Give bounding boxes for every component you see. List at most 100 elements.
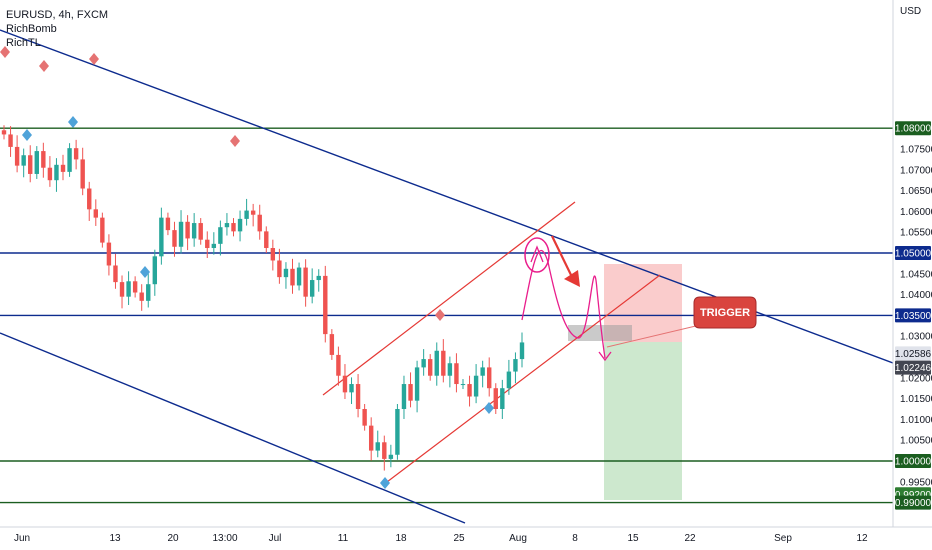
trigger-label: TRIGGER [700,307,750,319]
candle-body-20 [132,281,138,293]
candle-body-61 [401,384,407,409]
x-tick-label-6: 18 [395,533,407,544]
reversal-arrow-up [530,245,544,263]
candle-body-48 [316,275,321,281]
candle-body-71 [467,384,472,397]
x-tick-label-11: 22 [684,533,696,544]
y-tick-label-1: 1.07500 [900,145,932,156]
fractal-diamond-2 [89,53,99,65]
candle-body-21 [139,292,144,301]
candle-body-11 [73,148,79,160]
x-tick-label-12: Sep [774,533,792,544]
price-tag-12 [895,360,931,375]
channel-upper-line [322,201,576,396]
fractal-diamond-5 [22,129,32,141]
candle-body-8 [54,164,59,181]
candle-body-7 [47,167,53,181]
projected-path [521,249,606,359]
candle-body-18 [119,282,125,297]
y-tick-label-7: 1.04500 [900,269,932,280]
candle-body-53 [349,384,354,393]
candle-body-4 [28,155,33,174]
y-tick-label-15: 1.01000 [900,415,932,426]
y-tick-label-8: 1.04000 [900,290,932,301]
drop-arrow-shaft [551,235,573,278]
x-tick-label-0: Jun [14,533,30,544]
candle-body-64 [421,359,426,368]
candle-body-17 [113,265,118,283]
price-tag-9 [895,308,931,323]
price-tag-label-0: 1.08000 [895,124,932,135]
x-tick-label-13: 12 [856,533,868,544]
fractal-diamond-0 [0,46,10,58]
candle-body-76 [500,388,505,409]
candle-body-25 [165,217,171,231]
candle-body-47 [309,280,315,297]
candle-body-16 [106,242,112,266]
candle-body-65 [428,359,433,376]
fractal-diamond-7 [140,266,150,278]
currency-label: USD [900,6,921,17]
candle-body-39 [257,214,262,232]
fractal-diamond-4 [435,309,445,321]
x-tick-label-4: Jul [269,533,282,544]
fractal-diamond-9 [484,402,494,414]
candle-body-60 [395,409,400,455]
candle-body-46 [303,267,308,297]
entry-zone [568,325,632,341]
price-tag-11 [895,346,931,361]
take-profit-zone [604,342,682,500]
candle-body-34 [224,223,230,228]
x-tick-label-5: 11 [338,533,349,544]
candle-body-50 [329,334,335,355]
y-tick-label-16: 1.00500 [900,436,932,447]
candle-body-3 [21,155,26,166]
candle-body-67 [441,350,446,376]
candle-body-26 [172,230,177,247]
candle-body-29 [191,223,197,239]
candle-body-32 [211,243,217,249]
candle-body-15 [100,217,105,243]
candle-body-58 [382,442,387,459]
drop-arrow-head [564,270,580,287]
candle-body-36 [237,218,243,232]
candle-body-79 [519,342,525,360]
y-tick-label-5: 1.05500 [900,228,932,239]
candle-body-0 [1,130,7,135]
candle-body-24 [159,217,164,257]
candle-body-66 [434,350,439,376]
candle-body-33 [218,227,223,244]
price-tag-label-9: 1.03500 [895,311,932,322]
candle-body-56 [368,425,374,451]
price-tag-6 [895,246,931,260]
y-tick-label-10: 1.03000 [900,332,932,343]
candle-body-43 [283,268,289,278]
x-tick-label-3: 13:00 [212,533,237,544]
candle-body-63 [414,367,420,401]
y-tick-label-14: 1.01500 [900,394,932,405]
fractal-diamond-6 [68,116,78,128]
x-tick-label-2: 20 [167,533,179,544]
indicator-richtl-label: RichTL [6,37,41,49]
x-tick-label-1: 13 [109,533,121,544]
candle-body-55 [362,409,367,426]
candle-body-30 [198,223,203,240]
candle-body-1 [8,134,13,147]
candle-body-57 [375,442,380,451]
x-tick-label-9: 8 [572,533,578,544]
price-tag-label-20: 0.99000 [895,498,932,509]
reversal-circle [524,237,550,273]
candle-body-10 [67,148,72,172]
chart-legend: EURUSD, 4h, FXCM RichBomb RichTL [6,8,108,50]
candle-body-38 [250,210,256,215]
candle-body-27 [178,221,184,247]
candle-body-54 [355,384,361,409]
candle-body-19 [126,281,131,297]
fractal-diamond-8 [380,477,390,489]
candle-body-51 [336,354,341,376]
candle-body-6 [41,151,46,168]
candle-body-74 [487,367,492,389]
candles [1,125,525,471]
